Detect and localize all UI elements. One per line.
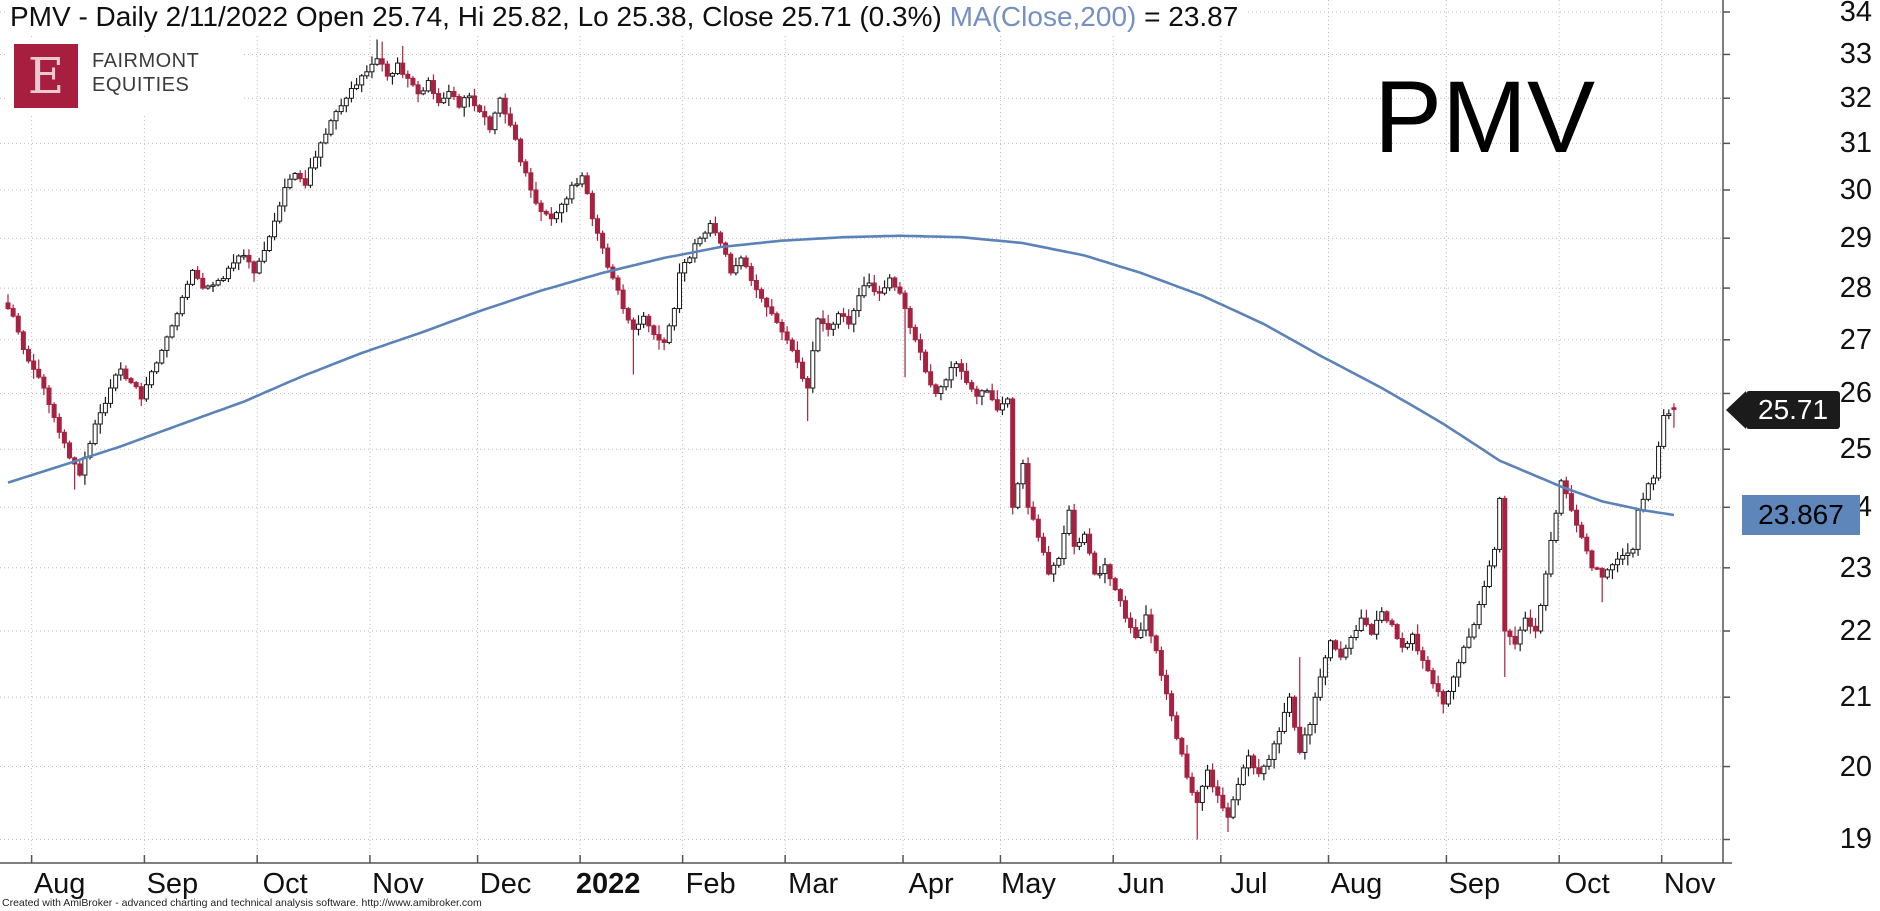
y-axis-label-31: 31: [1839, 127, 1872, 160]
last-price-value: 25.71: [1746, 391, 1841, 429]
symbol-watermark: PMV: [1374, 60, 1596, 174]
y-axis-label-29: 29: [1839, 222, 1872, 255]
fairmont-logo-text: FAIRMONT EQUITIES: [92, 49, 199, 97]
y-axis-label-28: 28: [1839, 272, 1872, 305]
ma-value-tag: 23.867: [1742, 495, 1860, 535]
y-axis-label-33: 33: [1839, 38, 1872, 71]
price-chart-canvas[interactable]: [0, 0, 1740, 885]
y-axis-label-23: 23: [1839, 551, 1872, 584]
fairmont-logo: E FAIRMONT EQUITIES: [6, 40, 242, 114]
y-axis-label-27: 27: [1839, 323, 1872, 356]
last-price-arrow-icon: [1726, 391, 1746, 429]
y-axis-label-30: 30: [1839, 173, 1872, 206]
fairmont-logo-line1: FAIRMONT: [92, 50, 200, 72]
fairmont-logo-mark: E: [14, 44, 78, 108]
fairmont-logo-letter: E: [27, 47, 65, 105]
y-axis-label-20: 20: [1839, 750, 1872, 783]
y-axis-label-22: 22: [1839, 615, 1872, 648]
y-axis-label-19: 19: [1839, 823, 1872, 856]
chart-title-ma-value: = 23.87: [1136, 1, 1239, 32]
y-axis-label-25: 25: [1839, 433, 1872, 466]
y-axis-label-34: 34: [1839, 0, 1872, 28]
last-price-tag: 25.71: [1726, 391, 1841, 429]
fairmont-logo-line2: EQUITIES: [92, 74, 190, 96]
chart-title-ma-label: MA(Close,200): [949, 1, 1137, 32]
amibroker-credit: Created with AmiBroker - advanced charti…: [2, 897, 482, 909]
y-axis-label-21: 21: [1839, 681, 1872, 714]
chart-title: PMV - Daily 2/11/2022 Open 25.74, Hi 25.…: [6, 0, 1249, 36]
y-axis-label-32: 32: [1839, 82, 1872, 115]
chart-title-ohlc: PMV - Daily 2/11/2022 Open 25.74, Hi 25.…: [10, 1, 950, 32]
